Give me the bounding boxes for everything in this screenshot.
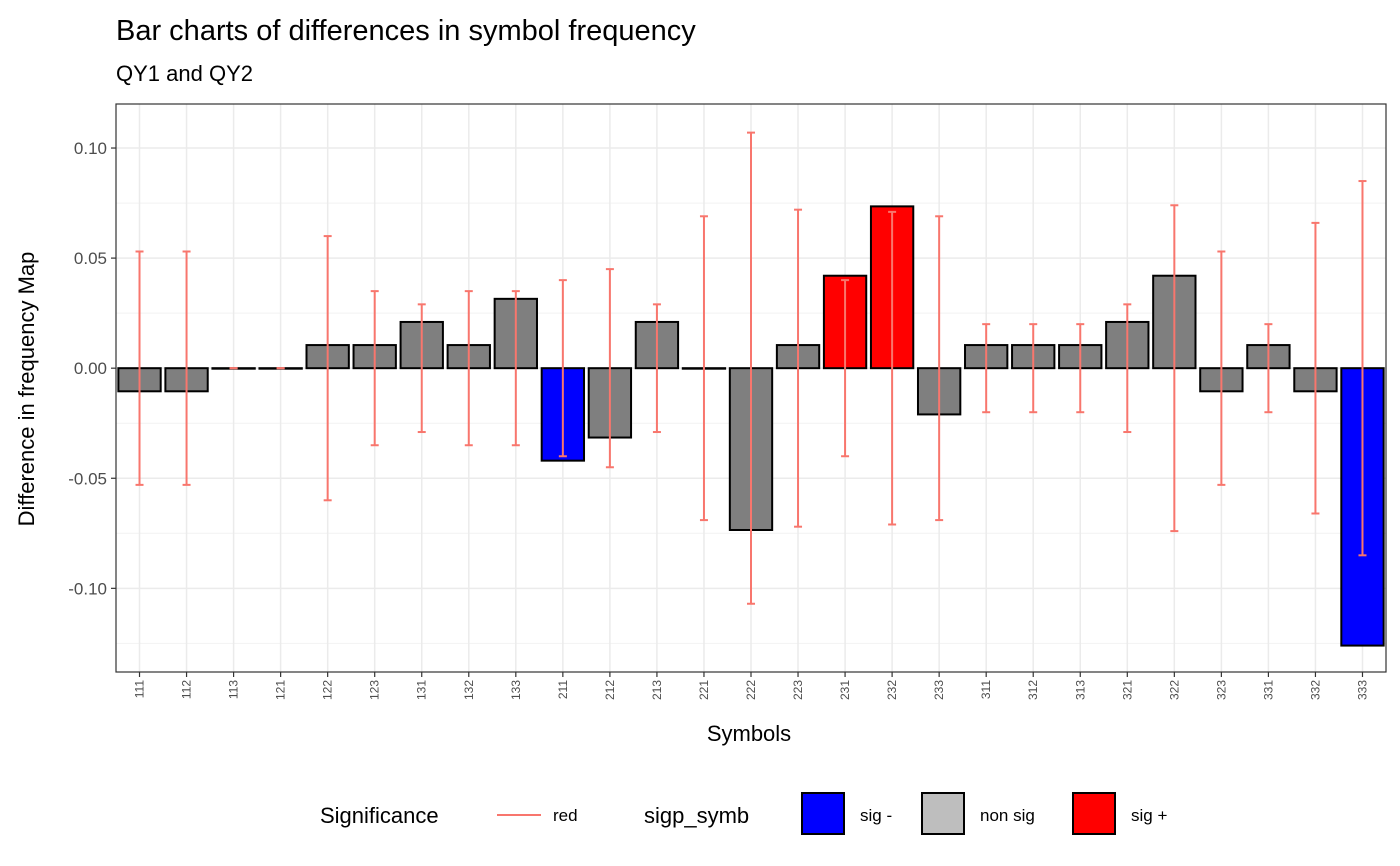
x-tick-label: 233: [932, 680, 946, 700]
errorbar-231: [841, 279, 850, 458]
errorbar-323: [1217, 250, 1226, 486]
errorbar-312: [1029, 323, 1038, 414]
x-axis: 111 112 113 121 122 123 131 132 133 211 212 213 221 2…: [133, 672, 1369, 700]
y-tick-label: -0.05: [68, 469, 107, 488]
errorbar-123: [370, 290, 379, 447]
errorbar-311: [982, 323, 991, 414]
x-tick-label: 111: [133, 680, 147, 699]
errorbar-333: [1358, 180, 1367, 557]
x-tick-label: 311: [979, 680, 993, 699]
y-tick-label: -0.10: [68, 579, 107, 598]
errorbar-131: [417, 303, 426, 434]
x-axis-title: Symbols: [707, 721, 791, 746]
x-tick-label: 121: [274, 680, 288, 700]
errorbar-223: [794, 208, 803, 528]
x-tick-label: 222: [744, 680, 758, 700]
errorbar-132: [464, 290, 473, 447]
legend: Significance red sigp_symb sig - non sig…: [320, 792, 1167, 835]
x-tick-label: 113: [227, 680, 241, 699]
x-tick-label: 333: [1355, 680, 1369, 700]
x-tick-label: 322: [1167, 680, 1181, 700]
errorbar-122: [323, 235, 332, 502]
errorbar-233: [935, 215, 944, 522]
errorbar-213: [652, 303, 661, 434]
x-tick-label: 223: [791, 680, 805, 700]
x-tick-label: 122: [321, 680, 335, 700]
x-tick-label: 231: [838, 680, 852, 700]
legend-label-non-sig: non sig: [980, 806, 1035, 825]
errorbar-322: [1170, 204, 1179, 533]
errorbar-221: [699, 215, 708, 522]
y-tick-label: 0.10: [74, 139, 107, 158]
errorbar-331: [1264, 323, 1273, 414]
errorbar-212: [605, 268, 614, 469]
x-tick-label: 312: [1026, 680, 1040, 700]
legend-fill-title: sigp_symb: [644, 803, 749, 828]
y-tick-label: 0.05: [74, 249, 107, 268]
x-tick-label: 232: [885, 680, 899, 700]
errorbar-112: [182, 250, 191, 486]
x-tick-label: 112: [180, 680, 194, 699]
legend-key-non-sig: [921, 792, 965, 835]
errorbar-133: [511, 290, 520, 447]
y-axis: 0.10 0.05 0.00 -0.05 -0.10: [68, 139, 116, 598]
errorbar-222: [747, 131, 755, 605]
legend-label-sig-plus: sig +: [1131, 806, 1167, 825]
y-tick-label: 0.00: [74, 359, 107, 378]
errorbar-313: [1076, 323, 1085, 414]
x-tick-label: 323: [1214, 680, 1228, 700]
errorbar-111: [135, 250, 144, 486]
errorbar-321: [1123, 303, 1132, 434]
x-tick-label: 131: [415, 680, 429, 700]
legend-significance-label: red: [553, 806, 578, 825]
chart-subtitle: QY1 and QY2: [116, 61, 253, 86]
x-tick-label: 331: [1261, 680, 1275, 700]
chart-title: Bar charts of differences in symbol freq…: [116, 15, 696, 47]
y-axis-title: Difference in frequency Map: [14, 252, 39, 527]
legend-significance-title: Significance: [320, 803, 439, 828]
plot-panel: [115, 103, 1387, 673]
x-tick-label: 313: [1073, 680, 1087, 700]
x-tick-label: 213: [650, 680, 664, 700]
errorbar-332: [1311, 221, 1320, 515]
errorbar-232: [888, 210, 897, 526]
x-tick-label: 132: [462, 680, 476, 700]
x-tick-label: 211: [556, 680, 570, 699]
x-tick-label: 221: [697, 680, 711, 700]
x-tick-label: 123: [368, 680, 382, 700]
x-tick-label: 332: [1308, 680, 1322, 700]
legend-label-sig-minus: sig -: [860, 806, 892, 825]
legend-key-sig-minus: [801, 792, 845, 835]
x-tick-label: 133: [509, 680, 523, 700]
errorbar-211: [558, 279, 567, 458]
legend-key-sig-plus: [1072, 792, 1116, 835]
x-tick-label: 321: [1120, 680, 1134, 700]
x-tick-label: 212: [603, 680, 617, 700]
